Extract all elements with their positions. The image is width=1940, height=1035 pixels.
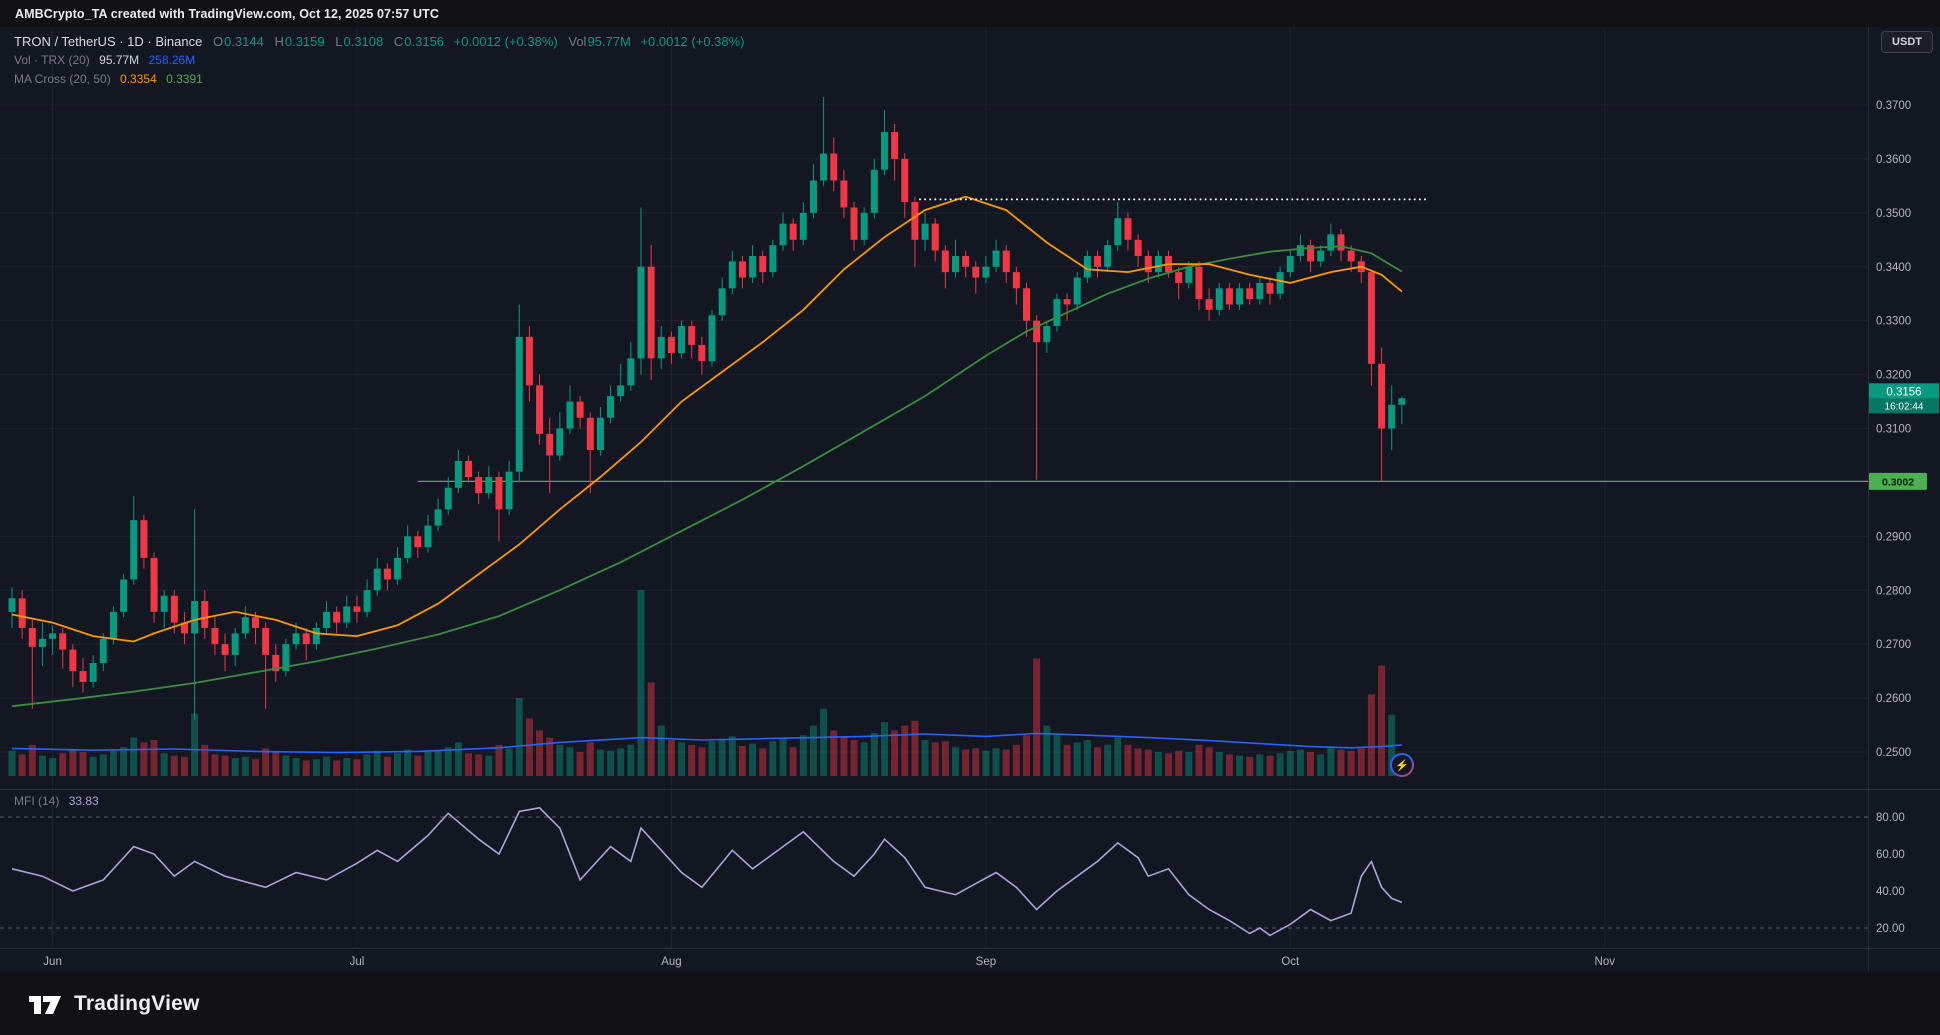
current-price-badge[interactable]: 0.3156 16:02:44: [1869, 383, 1939, 414]
bolt-icon[interactable]: ⚡: [1390, 753, 1414, 777]
volume-indicator-value: 95.77M: [99, 53, 140, 67]
price-axis-labels[interactable]: 0.3700 0.3600 0.3500 0.3400 0.3300 0.3200 0.31…: [1876, 100, 1911, 759]
support-price-badge[interactable]: 0.3002: [1869, 472, 1927, 490]
svg-text:0.3500: 0.3500: [1876, 208, 1911, 220]
svg-text:0.2600: 0.2600: [1876, 693, 1911, 705]
svg-text:Jun: Jun: [43, 956, 62, 968]
volume-ma-value: 258.26M: [148, 53, 196, 67]
symbol-row: TRON / TetherUS · 1D · Binance O0.3144 H…: [14, 33, 745, 50]
pane-separators: [0, 27, 1940, 971]
ma20-value: 0.3354: [120, 72, 157, 86]
chart-legend: TRON / TetherUS · 1D · Binance O0.3144 H…: [14, 33, 745, 90]
svg-text:Aug: Aug: [661, 956, 681, 968]
open-label: O: [212, 34, 224, 49]
svg-text:40.00: 40.00: [1876, 886, 1905, 898]
open-value: 0.3144: [224, 34, 264, 49]
svg-text:0.2700: 0.2700: [1876, 639, 1911, 651]
svg-text:60.00: 60.00: [1876, 849, 1905, 861]
svg-text:0.2500: 0.2500: [1876, 747, 1911, 759]
symbol-title[interactable]: TRON / TetherUS · 1D · Binance: [14, 34, 203, 49]
low-label: L: [335, 34, 343, 49]
candles-layer: [8, 96, 1406, 720]
ma-cross-label[interactable]: MA Cross (20, 50): [14, 72, 111, 86]
svg-text:0.2800: 0.2800: [1876, 585, 1911, 597]
brand-wordmark: TradingView: [74, 991, 200, 1015]
volume-indicator-label[interactable]: Vol · TRX (20): [14, 53, 90, 67]
attribution-text: AMBCrypto_TA created with TradingView.co…: [15, 6, 439, 21]
svg-text:0.3100: 0.3100: [1876, 424, 1911, 436]
volume-layer: [8, 590, 1406, 776]
ma50-line: [11, 245, 1403, 708]
ma20-line: [11, 195, 1403, 643]
svg-text:Jul: Jul: [350, 956, 365, 968]
svg-text:16:02:44: 16:02:44: [1885, 401, 1924, 412]
mfi-label[interactable]: MFI (14): [14, 794, 60, 808]
mfi-legend: MFI (14) 33.83: [14, 794, 99, 808]
attribution-bar: AMBCrypto_TA created with TradingView.co…: [0, 0, 1940, 27]
high-value: 0.3159: [284, 34, 325, 49]
time-axis-labels[interactable]: Jun Jul Aug Sep Oct Nov: [43, 956, 1615, 968]
svg-text:0.3156: 0.3156: [1886, 386, 1921, 398]
svg-text:80.00: 80.00: [1876, 812, 1905, 824]
mfi-value: 33.83: [68, 794, 99, 808]
svg-text:Oct: Oct: [1281, 956, 1300, 968]
svg-text:0.2900: 0.2900: [1876, 531, 1911, 543]
svg-text:0.3002: 0.3002: [1882, 476, 1914, 488]
mfi-level-lines: [0, 816, 1868, 929]
svg-text:20.00: 20.00: [1876, 923, 1905, 935]
svg-text:0.3600: 0.3600: [1876, 154, 1911, 166]
footer-bar: TradingView: [0, 972, 1940, 1035]
low-value: 0.3108: [343, 34, 384, 49]
mfi-axis-labels[interactable]: 80.00 60.00 40.00 20.00: [1876, 812, 1905, 935]
volume-value: 95.77M: [587, 34, 631, 49]
svg-text:0.3200: 0.3200: [1876, 370, 1911, 382]
svg-text:0.3700: 0.3700: [1876, 100, 1911, 112]
tradingview-logo-icon[interactable]: [26, 989, 64, 1019]
close-value: 0.3156: [404, 34, 445, 49]
currency-toggle-button[interactable]: USDT: [1881, 31, 1933, 53]
svg-text:Nov: Nov: [1595, 956, 1616, 968]
volume-label: Vol: [568, 34, 587, 49]
svg-text:Sep: Sep: [976, 956, 996, 968]
change-value: +0.0012 (+0.38%): [453, 34, 558, 49]
mfi-line: [11, 806, 1403, 937]
volume-ma-line: [11, 732, 1402, 754]
chart-canvas[interactable]: 0.37000.36000.35000.34000.33000.32000.31…: [0, 0, 1940, 975]
svg-text:0.3300: 0.3300: [1876, 316, 1911, 328]
ma50-value: 0.3391: [166, 72, 203, 86]
svg-text:0.3400: 0.3400: [1876, 262, 1911, 274]
high-label: H: [274, 34, 284, 49]
close-label: C: [393, 34, 404, 49]
ma-cross-row: MA Cross (20, 50) 0.3354 0.3391: [14, 71, 745, 88]
volume-indicator-row: Vol · TRX (20) 95.77M 258.26M: [14, 52, 745, 69]
volume-change-value: +0.0012 (+0.38%): [640, 34, 745, 49]
grid-layer: [0, 27, 1868, 948]
